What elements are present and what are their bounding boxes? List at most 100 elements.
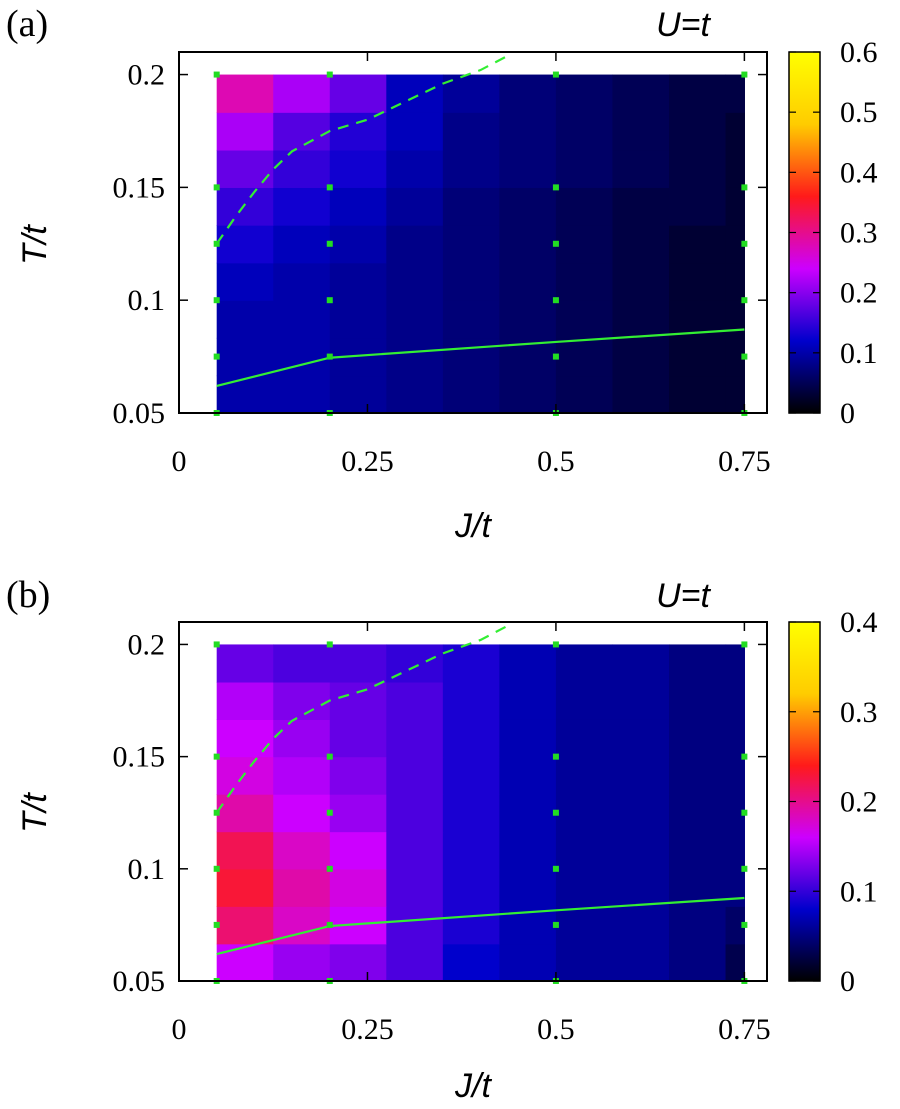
heatmap-cell (216, 375, 274, 414)
heatmap-cell (555, 644, 614, 683)
heatmap-cell (273, 375, 331, 414)
x-tick-label: 0 (172, 1013, 187, 1046)
heatmap-cell (216, 756, 274, 795)
heatmap-cell (442, 943, 500, 982)
sample-point (741, 753, 748, 760)
x-tick-label: 0 (172, 445, 187, 478)
heatmap-cell (216, 337, 274, 377)
sample-point (213, 297, 220, 304)
heatmap-cell (725, 225, 745, 264)
heatmap-cell (555, 681, 614, 720)
heatmap-cell (216, 943, 274, 982)
heatmap-cell (725, 337, 745, 377)
heatmap-cells (216, 74, 745, 414)
sample-point (213, 753, 220, 760)
solid-boundary-line (216, 328, 745, 387)
heatmap-cell (499, 644, 557, 683)
sample-point (552, 297, 559, 304)
heatmap-cell (669, 149, 727, 188)
heatmap-cell (273, 225, 331, 264)
colorbar-tick-label: 0.5 (840, 96, 878, 129)
heatmap-cell (725, 681, 745, 720)
heatmap-cell (386, 112, 444, 151)
x-axis-label: J/t (454, 1067, 492, 1105)
heatmap-cell (612, 719, 670, 758)
heatmap-cell (612, 831, 670, 870)
heatmap-cell (725, 112, 745, 151)
heatmap-cell (442, 187, 500, 226)
heatmap-cell (669, 943, 727, 982)
colorbar-tick-label: 0.3 (840, 696, 878, 729)
plot-frame (178, 51, 768, 414)
heatmap-cell (555, 300, 614, 339)
sample-point (213, 865, 220, 872)
axis-ticks (178, 52, 767, 414)
heatmap-cell (442, 149, 500, 188)
heatmap-cell (612, 74, 670, 113)
heatmap-cell (386, 681, 444, 720)
heatmap-cell (499, 300, 557, 339)
heatmap-cell (612, 187, 670, 226)
heatmap-cell (555, 794, 614, 833)
heatmap-cell (499, 225, 557, 264)
sample-point (552, 641, 559, 648)
colorbar-tick-label: 0.3 (840, 217, 878, 250)
heatmap-cell (216, 644, 274, 683)
heatmap-cell (669, 225, 727, 264)
sample-point (326, 240, 333, 247)
sample-point (213, 921, 220, 928)
y-tick-label: 0.15 (113, 171, 166, 204)
heatmap-cell (273, 187, 331, 226)
heatmap-cell (669, 644, 727, 683)
heatmap-cell (725, 262, 745, 301)
heatmap-cell (555, 225, 614, 264)
sample-point (552, 71, 559, 78)
heatmap-cell (442, 831, 500, 870)
sample-point (326, 809, 333, 816)
heatmap-cell (273, 868, 331, 907)
y-tick-label: 0.1 (128, 853, 166, 886)
heatmap-cell (499, 187, 557, 226)
x-axis-label: J/t (454, 507, 492, 545)
colorbar-tick-labels: 0 0.1 0.2 0.3 0.4 (840, 606, 878, 998)
heatmap-cell (612, 300, 670, 339)
dashed-boundary-line (215, 53, 512, 245)
heatmap-cell (555, 112, 614, 151)
heatmap-cell (499, 794, 557, 833)
heatmap-cell (725, 74, 745, 113)
sample-point (741, 184, 748, 191)
sample-point (326, 184, 333, 191)
heatmap-cell (386, 262, 444, 301)
x-tick-label: 0.5 (537, 445, 575, 478)
heatmap-cell (612, 681, 670, 720)
heatmap-cell (555, 831, 614, 870)
heatmap-cell (669, 337, 727, 377)
sample-point (326, 297, 333, 304)
heatmap-cell (612, 794, 670, 833)
heatmap-cell (725, 943, 745, 982)
sample-point (326, 865, 333, 872)
panel-label: (a) (6, 3, 48, 45)
sample-point (552, 240, 559, 247)
heatmap-cell (386, 756, 444, 795)
heatmap-cell (273, 300, 331, 339)
heatmap-cell (216, 794, 274, 833)
heatmap-cell (725, 149, 745, 188)
sample-point (213, 184, 220, 191)
sample-point (326, 641, 333, 648)
x-tick-label: 0.75 (718, 1013, 771, 1046)
heatmap-cell (499, 943, 557, 982)
solid-boundary-line (216, 896, 745, 956)
sample-point (741, 297, 748, 304)
heatmap-cell (725, 906, 745, 945)
sample-point (213, 353, 220, 360)
colorbar-tick-label: 0 (840, 397, 855, 430)
heatmap-cell (725, 719, 745, 758)
sample-point (326, 71, 333, 78)
heatmap-cell (499, 112, 557, 151)
heatmap-cell (386, 149, 444, 188)
colorbar-tick-label: 0 (840, 965, 855, 998)
heatmap-cell (329, 943, 387, 982)
y-axis-label: T/t (16, 792, 54, 833)
heatmap-cell (612, 943, 670, 982)
